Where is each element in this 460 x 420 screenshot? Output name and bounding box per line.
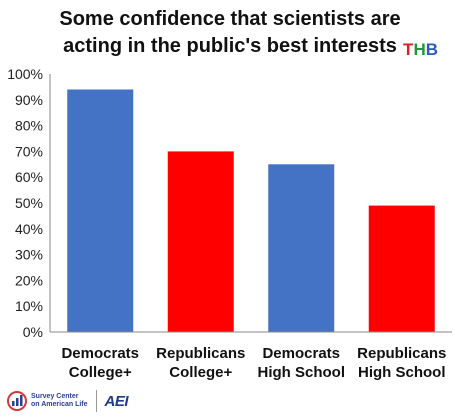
x-category-label: Democrats [61,345,139,362]
thb-badge: THB [403,40,438,60]
x-category-label: High School [358,364,446,381]
survey-center-line-1: Survey Center [31,393,79,400]
survey-center-logo: Survey Center on American Life [6,390,88,412]
chart-title-line-2: acting in the public's best interests [63,35,397,57]
thb-letter-t: T [403,40,414,59]
aei-logo: AEI [104,392,129,410]
x-category-label: Republicans [357,345,446,362]
y-tick-label: 0% [23,324,43,340]
x-category-label: Republicans [156,345,245,362]
x-category-label: College+ [69,364,132,381]
y-tick-label: 30% [15,247,43,263]
footer-logos: Survey Center on American Life AEI [6,386,129,416]
x-category-label: College+ [169,364,232,381]
bar [67,89,134,332]
chart-title: Some confidence that scientists are acti… [0,6,460,60]
bar [167,151,234,332]
y-tick-label: 70% [15,143,43,159]
y-tick-label: 80% [15,118,43,134]
footer-separator [95,390,97,412]
survey-center-text: Survey Center on American Life [31,393,88,409]
bar [368,205,435,332]
survey-center-line-2: on American Life [31,401,88,408]
y-tick-label: 90% [15,92,43,108]
y-tick-label: 20% [15,272,43,288]
chart-title-line-1: Some confidence that scientists are [59,8,401,30]
y-tick-label: 50% [15,195,43,211]
bar [268,164,335,332]
survey-center-icon [7,391,27,411]
thb-letter-b: B [425,40,438,59]
y-tick-label: 60% [15,169,43,185]
y-tick-label: 100% [7,66,43,82]
thb-letter-h: H [413,40,426,59]
y-tick-label: 40% [15,221,43,237]
x-category-label: Democrats [262,345,340,362]
x-category-label: High School [258,364,346,381]
y-tick-label: 10% [15,298,43,314]
